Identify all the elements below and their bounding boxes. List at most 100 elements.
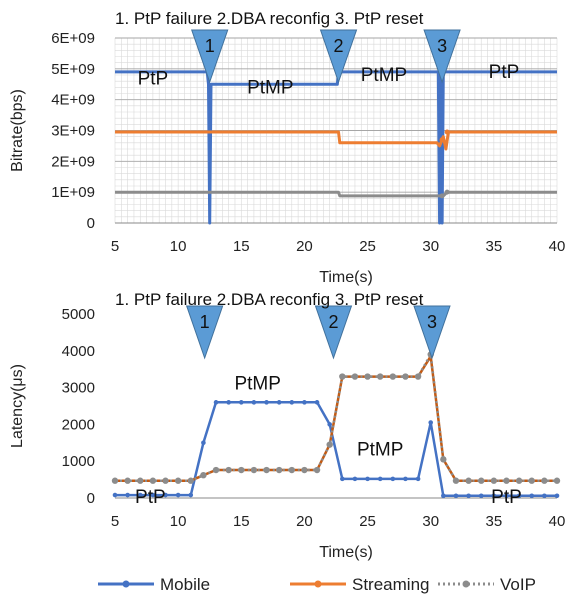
data-point-voip xyxy=(301,466,308,474)
data-point-voip xyxy=(444,189,450,195)
legend-label-voip: VoIP xyxy=(500,575,536,594)
data-point-mobile xyxy=(377,476,383,482)
annotation-ptmp: PtMP xyxy=(234,373,280,394)
data-point-voip xyxy=(200,471,207,479)
series-streaming xyxy=(115,129,557,151)
data-point-mobile xyxy=(504,493,509,499)
y-tick-label: 4E+09 xyxy=(51,92,95,109)
x-axis-label: Time(s) xyxy=(319,269,373,286)
y-tick-label: 4000 xyxy=(62,343,95,360)
y-tick-label: 5000 xyxy=(62,306,95,323)
data-point-mobile xyxy=(125,492,130,498)
series-streaming xyxy=(112,354,560,484)
data-point-streaming xyxy=(439,137,445,143)
data-point-voip xyxy=(187,477,194,484)
phase-title: 1. PtP failure 2.DBA reconfig 3. PtP res… xyxy=(115,290,424,309)
data-point-mobile xyxy=(213,400,219,405)
data-point-mobile xyxy=(327,422,332,427)
x-tick-label: 35 xyxy=(486,513,503,530)
annotation-ptp: PtP xyxy=(135,487,166,508)
data-point-voip xyxy=(263,466,270,474)
series-line-voip xyxy=(115,190,557,198)
series-mobile xyxy=(112,400,560,499)
x-tick-label: 30 xyxy=(422,513,439,530)
y-tick-label: 1000 xyxy=(62,453,95,470)
data-point-mobile xyxy=(453,493,459,499)
data-point-mobile xyxy=(226,400,231,405)
data-point-voip xyxy=(528,477,535,484)
data-point-mobile xyxy=(365,476,370,482)
chart-panel-2: 5 10 15 20 25 30 35 40 0 1000 2000 3000 4000 5000 Time… xyxy=(9,290,565,561)
data-point-mobile xyxy=(251,400,257,405)
legend-marker-mobile xyxy=(122,580,130,588)
phase-marker-1 xyxy=(185,305,224,360)
data-point-voip xyxy=(414,373,422,380)
data-point-voip xyxy=(452,477,460,484)
data-point-mobile xyxy=(441,493,446,499)
legend-label-mobile: Mobile xyxy=(160,575,210,594)
data-point-streaming xyxy=(444,129,450,135)
x-tick-label: 20 xyxy=(296,513,313,530)
data-point-voip xyxy=(465,477,472,484)
x-tick-label: 20 xyxy=(296,238,313,255)
data-point-voip xyxy=(250,466,258,474)
data-point-mobile xyxy=(264,400,269,405)
phase-marker-3 xyxy=(423,29,461,84)
data-point-mobile xyxy=(238,400,244,405)
data-point-mobile xyxy=(466,493,471,499)
series-line-voip xyxy=(115,353,557,482)
data-point-voip xyxy=(440,456,447,463)
legend: Mobile Streaming VoIP xyxy=(98,575,536,594)
phase-marker-label: 2 xyxy=(328,312,338,332)
phase-marker-label: 2 xyxy=(334,36,344,56)
data-point-mobile xyxy=(390,476,396,482)
x-tick-label: 15 xyxy=(233,238,250,255)
data-point-mobile xyxy=(314,400,320,405)
x-tick-label: 5 xyxy=(111,238,119,255)
y-tick-label: 2000 xyxy=(62,416,95,433)
data-point-voip xyxy=(402,373,409,380)
y-tick-label: 3E+09 xyxy=(51,123,95,140)
annotation-ptmp: PtMP xyxy=(361,65,407,86)
data-point-mobile xyxy=(340,476,345,482)
y-tick-label: 0 xyxy=(87,490,95,507)
data-point-voip xyxy=(288,466,295,474)
x-tick-label: 35 xyxy=(486,238,503,255)
phase-title: 1. PtP failure 2.DBA reconfig 3. PtP res… xyxy=(115,9,424,28)
x-tick-label: 40 xyxy=(549,513,566,530)
phase-marker-2 xyxy=(319,29,358,84)
data-point-voip xyxy=(111,477,119,484)
y-tick-label: 3000 xyxy=(62,380,95,397)
data-point-voip xyxy=(326,441,333,448)
annotation-ptmp: PtMP xyxy=(357,440,403,461)
data-point-mobile xyxy=(491,493,497,499)
y-axis-label: Latency(μs) xyxy=(9,364,26,448)
data-point-voip xyxy=(553,477,561,484)
phase-marker-1 xyxy=(191,29,229,84)
x-tick-label: 30 xyxy=(422,238,439,255)
data-point-voip xyxy=(351,373,359,380)
legend-label-streaming: Streaming xyxy=(352,575,429,594)
annotation-ptp: PtP xyxy=(489,62,520,83)
x-tick-label: 10 xyxy=(170,513,187,530)
data-point-mobile xyxy=(175,492,181,498)
data-point-voip xyxy=(389,373,397,380)
data-point-voip xyxy=(490,477,498,484)
data-point-mobile xyxy=(542,493,547,499)
data-point-voip xyxy=(515,477,523,484)
series-line-streaming xyxy=(115,130,557,151)
data-point-mobile xyxy=(289,400,295,405)
data-point-voip xyxy=(377,373,384,380)
data-point-mobile xyxy=(403,476,408,482)
data-point-voip xyxy=(174,477,182,484)
x-axis-label: Time(s) xyxy=(319,544,373,561)
data-point-mobile xyxy=(428,420,434,425)
y-tick-label: 2E+09 xyxy=(51,153,95,170)
data-point-voip xyxy=(149,477,157,484)
data-point-voip xyxy=(225,466,232,474)
phase-marker-label: 3 xyxy=(427,312,437,332)
x-tick-label: 25 xyxy=(359,238,376,255)
y-axis-label: Bitrate(bps) xyxy=(9,89,26,172)
